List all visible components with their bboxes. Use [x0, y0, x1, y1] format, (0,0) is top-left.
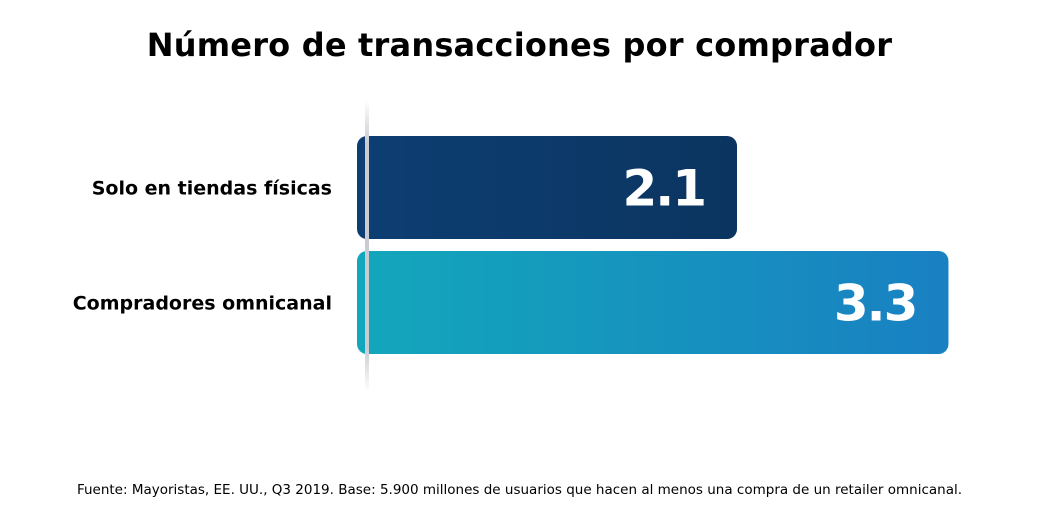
category-axis-line — [365, 100, 369, 392]
category-label-2: Compradores omnicanal — [73, 293, 332, 315]
chart-title: Número de transacciones por comprador — [146, 26, 893, 64]
category-label-1: Solo en tiendas físicas — [92, 178, 332, 200]
value-label-1: 2.1 — [622, 160, 705, 218]
bar-2 — [357, 251, 949, 354]
value-label-2: 3.3 — [834, 275, 917, 333]
source-footnote: Fuente: Mayoristas, EE. UU., Q3 2019. Ba… — [76, 482, 963, 498]
labels-group: Solo en tiendas físicas 2.1 Compradores om… — [73, 160, 919, 333]
bars-group — [357, 136, 949, 354]
bar-1 — [357, 136, 738, 239]
